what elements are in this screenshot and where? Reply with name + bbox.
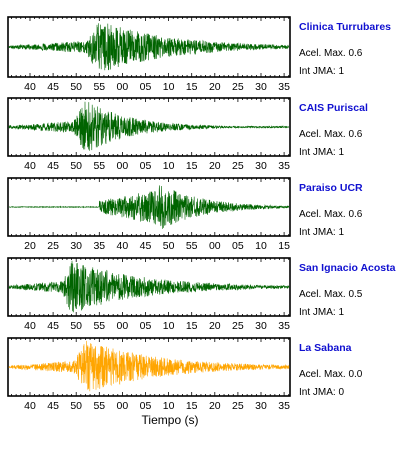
tick-label: 35 [278, 400, 290, 412]
tick-label: 00 [117, 81, 129, 93]
station-info-2: CAIS Puriscal Acel. Max. 0.6 Int JMA: 1 [299, 100, 409, 158]
panel-frame [7, 97, 291, 157]
tick-label: 20 [24, 240, 36, 252]
tick-label: 55 [93, 81, 105, 93]
tick-label: 00 [117, 400, 129, 412]
tick-label: 25 [232, 81, 244, 93]
tick-label: 25 [47, 240, 59, 252]
waveform [8, 101, 290, 151]
tick-label: 35 [278, 81, 290, 93]
tick-label: 10 [163, 400, 175, 412]
tick-label: 50 [70, 320, 82, 332]
tick-label: 40 [24, 320, 36, 332]
tick-label: 35 [278, 320, 290, 332]
waveform [9, 185, 290, 229]
max-acceleration: Acel. Max. 0.0 [299, 369, 363, 380]
tick-label: 40 [24, 160, 36, 172]
tick-label: 55 [93, 160, 105, 172]
station-info-5: La Sabana Acel. Max. 0.0 Int JMA: 0 [299, 340, 409, 398]
station-name: Paraiso UCR [299, 182, 363, 194]
tick-label: 35 [278, 160, 290, 172]
tick-label: 25 [232, 400, 244, 412]
tick-label: 05 [140, 81, 152, 93]
tick-label: 55 [93, 320, 105, 332]
tick-label: 05 [232, 240, 244, 252]
tick-label: 45 [140, 240, 152, 252]
tick-label: 55 [93, 400, 105, 412]
panel-frame [7, 257, 291, 317]
station-info-1: Clinica Turrubares Acel. Max. 0.6 Int JMA:… [299, 19, 409, 79]
jma-intensity: Int JMA: 1 [299, 147, 345, 158]
jma-intensity: Int JMA: 1 [299, 66, 345, 77]
tick-label: 20 [209, 81, 221, 93]
jma-intensity: Int JMA: 1 [299, 307, 345, 318]
tick-label: 30 [255, 400, 267, 412]
tick-label: 25 [232, 320, 244, 332]
max-acceleration: Acel. Max. 0.6 [299, 48, 363, 59]
panel-5: 40 45 50 55 00 05 10 15 20 25 30 35 [7, 337, 291, 412]
tick-label: 05 [140, 400, 152, 412]
tick-label: 10 [163, 320, 175, 332]
tick-label: 50 [70, 400, 82, 412]
tick-label: 50 [70, 81, 82, 93]
max-acceleration: Acel. Max. 0.6 [299, 209, 363, 220]
tick-label: 45 [47, 400, 59, 412]
station-name: CAIS Puriscal [299, 102, 368, 114]
tick-label: 00 [117, 320, 129, 332]
panel-frame [7, 337, 291, 397]
station-info-4: San Ignacio Acosta Acel. Max. 0.5 Int JMA:… [299, 260, 409, 318]
tick-label: 00 [117, 160, 129, 172]
tick-label: 35 [93, 240, 105, 252]
station-name: Clinica Turrubares [299, 21, 391, 33]
panel-4: 40 45 50 55 00 05 10 15 20 25 30 35 [7, 257, 291, 332]
station-name: La Sabana [299, 342, 352, 354]
tick-label: 50 [163, 240, 175, 252]
tick-label: 45 [47, 81, 59, 93]
panel-frame [7, 16, 291, 78]
station-name: San Ignacio Acosta [299, 262, 396, 274]
tick-label: 40 [24, 81, 36, 93]
tick-label: 30 [255, 81, 267, 93]
tick-label: 20 [209, 320, 221, 332]
waveform [8, 260, 290, 313]
tick-label: 50 [70, 160, 82, 172]
tick-label: 40 [24, 400, 36, 412]
tick-label: 45 [47, 160, 59, 172]
waveform [8, 340, 290, 392]
tick-label: 40 [117, 240, 129, 252]
jma-intensity: Int JMA: 1 [299, 227, 345, 238]
tick-label: 45 [47, 320, 59, 332]
max-acceleration: Acel. Max. 0.6 [299, 129, 363, 140]
tick-label: 00 [209, 240, 221, 252]
tick-label: 15 [186, 160, 198, 172]
tick-label: 05 [140, 160, 152, 172]
tick-label: 30 [255, 320, 267, 332]
tick-label: 15 [186, 400, 198, 412]
tick-label: 10 [163, 160, 175, 172]
tick-label: 05 [140, 320, 152, 332]
waveform [8, 23, 290, 71]
max-acceleration: Acel. Max. 0.5 [299, 289, 363, 300]
tick-label: 20 [209, 400, 221, 412]
station-info-3: Paraiso UCR Acel. Max. 0.6 Int JMA: 1 [299, 180, 409, 238]
tick-label: 15 [186, 320, 198, 332]
panel-2: 40 45 50 55 00 05 10 15 20 25 30 35 [7, 97, 291, 172]
tick-label: 10 [255, 240, 267, 252]
tick-label: 25 [232, 160, 244, 172]
panel-frame [7, 177, 291, 237]
tick-label: 55 [186, 240, 198, 252]
panel-3: 20 25 30 35 40 45 50 55 00 05 10 15 [7, 177, 291, 252]
tick-label: 20 [209, 160, 221, 172]
jma-intensity: Int JMA: 0 [299, 387, 345, 398]
panel-1: 40 45 50 55 00 05 10 15 20 25 30 35 [7, 16, 291, 93]
tick-label: 30 [70, 240, 82, 252]
tick-label: 30 [255, 160, 267, 172]
tick-label: 15 [278, 240, 290, 252]
tick-label: 15 [186, 81, 198, 93]
tick-label: 10 [163, 81, 175, 93]
x-axis-label: Tiempo (s) [141, 413, 199, 427]
